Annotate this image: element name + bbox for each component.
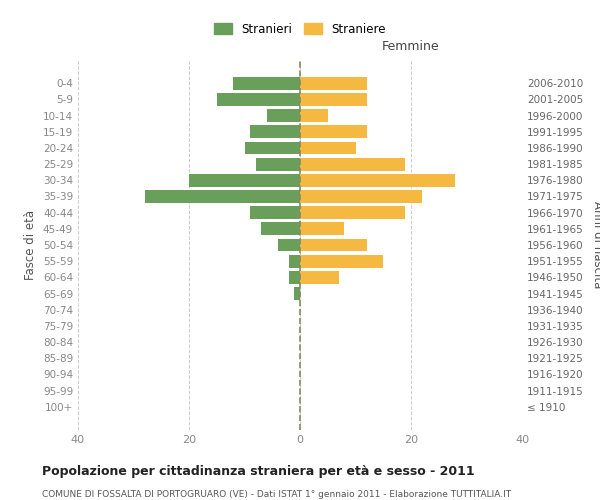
Bar (300, 158, 406, 170)
Bar (289, 254, 300, 268)
Bar (300, 126, 367, 138)
Legend: Stranieri, Straniere: Stranieri, Straniere (209, 18, 391, 40)
Text: Femmine: Femmine (382, 40, 440, 52)
Bar (300, 93, 367, 106)
Text: COMUNE DI FOSSALTA DI PORTOGRUARO (VE) - Dati ISTAT 1° gennaio 2011 - Elaborazio: COMUNE DI FOSSALTA DI PORTOGRUARO (VE) -… (42, 490, 511, 499)
Bar (261, 222, 300, 235)
Bar (300, 254, 383, 268)
Bar (300, 222, 344, 235)
Bar (145, 190, 300, 203)
Bar (250, 126, 300, 138)
Bar (300, 174, 455, 187)
Bar (300, 206, 406, 219)
Bar (278, 238, 300, 252)
Bar (300, 142, 355, 154)
Y-axis label: Anni di nascita: Anni di nascita (590, 202, 600, 288)
Bar (300, 109, 328, 122)
Y-axis label: Fasce di età: Fasce di età (25, 210, 37, 280)
Bar (256, 158, 300, 170)
Bar (300, 238, 367, 252)
Bar (266, 109, 300, 122)
Text: Popolazione per cittadinanza straniera per età e sesso - 2011: Popolazione per cittadinanza straniera p… (42, 465, 475, 478)
Bar (289, 271, 300, 284)
Bar (300, 190, 422, 203)
Bar (300, 271, 339, 284)
Bar (295, 287, 300, 300)
Bar (250, 206, 300, 219)
Bar (233, 77, 300, 90)
Bar (217, 93, 300, 106)
Bar (245, 142, 300, 154)
Bar (300, 77, 367, 90)
Bar (189, 174, 300, 187)
